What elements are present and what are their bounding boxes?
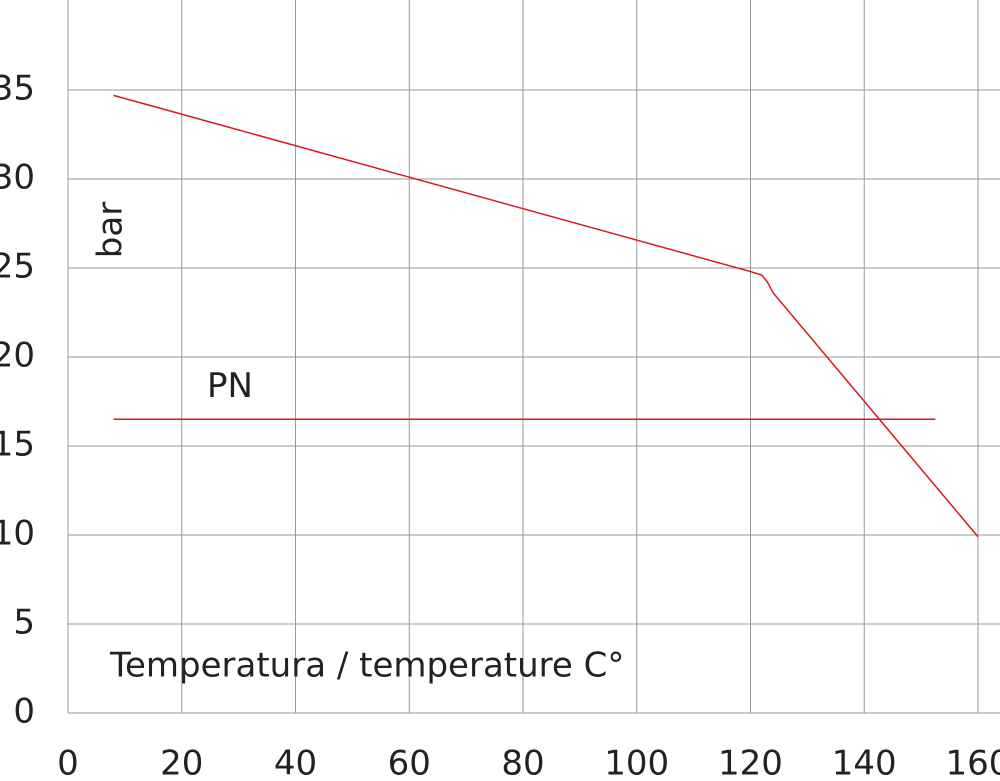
series-label: PN: [207, 366, 253, 406]
y-tick-label: 35: [0, 69, 35, 109]
y-tick-label: 20: [0, 336, 35, 376]
x-tick-label: 100: [604, 744, 669, 781]
y-tick-label: 0: [13, 692, 35, 732]
x-axis-label: Temperatura / temperature C°: [109, 646, 624, 686]
data-line: [113, 94, 979, 538]
x-tick-label: 40: [274, 744, 317, 781]
x-tick-label: 80: [501, 744, 544, 781]
y-tick-label: 10: [0, 514, 35, 554]
x-tick-label: 0: [57, 744, 79, 781]
y-tick-label: 25: [0, 247, 35, 287]
y-tick-label: 15: [0, 425, 35, 465]
x-tick-label: 20: [160, 744, 203, 781]
x-tick-label: 140: [832, 744, 897, 781]
y-tick-label: 30: [0, 158, 35, 198]
x-tick-label: 120: [718, 744, 783, 781]
x-tick-label: 60: [388, 744, 431, 781]
y-axis-label: bar: [91, 202, 131, 258]
x-tick-label: 160: [946, 744, 1000, 781]
y-tick-label: 5: [13, 603, 35, 643]
